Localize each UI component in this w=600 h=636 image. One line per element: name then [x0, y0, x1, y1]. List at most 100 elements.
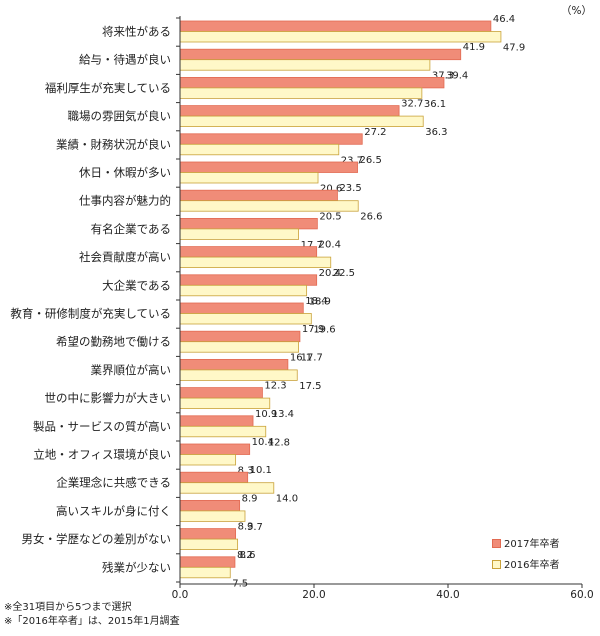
value-label-2017: 18.4	[305, 296, 327, 307]
category-label: 休日・休暇が多い	[79, 166, 171, 180]
category-label: 有名企業である	[91, 222, 171, 236]
bar-2016	[179, 172, 319, 184]
footnote-2: ※「2016年卒者」は、2015年1月調査	[4, 616, 180, 627]
value-label-2017: 23.5	[339, 183, 361, 194]
bar-2016	[179, 397, 271, 410]
x-tick-label: 60.0	[570, 589, 593, 601]
category-label: 将来性がある	[102, 25, 171, 39]
value-label-2016: 17.7	[301, 353, 323, 364]
legend-swatch-2017	[492, 539, 501, 548]
value-label-2016: 22.5	[333, 268, 355, 279]
unit-label: （%）	[561, 5, 592, 17]
value-label-2016: 20.6	[320, 184, 342, 195]
value-label-2016: 9.7	[247, 522, 263, 533]
value-label-2017: 41.9	[463, 42, 485, 53]
bar-2017	[179, 499, 241, 512]
value-label-2017: 39.4	[446, 70, 468, 81]
category-label: 残業が少ない	[102, 560, 171, 574]
bar-2017	[179, 77, 445, 89]
value-label-2017: 10.4	[252, 437, 274, 448]
value-label-2016: 26.6	[360, 212, 382, 223]
value-label-2016: 8.6	[240, 550, 256, 561]
footnote-1: ※全31項目から5つまで選択	[4, 602, 132, 613]
value-label-2017: 16.1	[290, 352, 312, 363]
bar-2016	[179, 454, 237, 466]
bar-2016	[179, 510, 246, 522]
value-label-2016: 23.7	[341, 155, 363, 166]
value-label-2016: 14.0	[276, 494, 298, 505]
bar-2017	[179, 246, 318, 258]
category-labels: 将来性がある給与・待遇が良い福利厚生が充実している職場の雰囲気が良い業績・財務状…	[10, 25, 171, 575]
category-label: 福利厚生が充実している	[45, 81, 171, 95]
bar-2016	[179, 59, 431, 71]
bar-2016	[179, 87, 423, 99]
value-label-2017: 46.4	[493, 14, 515, 25]
bar-2017	[179, 48, 462, 61]
value-label-2017: 8.2	[237, 550, 253, 561]
category-label: 社会貢献度が高い	[79, 250, 171, 264]
value-label-2017: 17.9	[302, 324, 324, 335]
legend-item-2017: 2017年卒者	[492, 535, 559, 550]
legend-label-2017: 2017年卒者	[504, 539, 560, 550]
value-label-2017: 10.9	[255, 409, 277, 420]
category-label: 男女・学歴などの差別がない	[22, 532, 172, 546]
bar-2017	[179, 528, 237, 540]
legend-item-2016: 2016年卒者	[492, 556, 559, 571]
bar-2017	[179, 443, 251, 455]
value-label-2016: 36.1	[424, 99, 446, 110]
bar-2016	[179, 200, 359, 212]
value-label-2017: 20.4	[319, 240, 341, 251]
bar-2016	[179, 313, 312, 325]
category-label: 業界順位が高い	[91, 363, 172, 377]
value-label-2017: 12.3	[264, 381, 286, 392]
value-label-2016: 12.8	[268, 437, 290, 448]
value-label-2017: 32.7	[401, 99, 423, 110]
value-label-2017: 27.2	[364, 127, 386, 138]
x-axis: 0.0 20.0 40.0 60.0	[172, 16, 594, 601]
bar-2017	[179, 161, 358, 173]
bar-2017	[179, 387, 263, 399]
bar-2017	[179, 358, 289, 371]
bar-2016	[179, 566, 231, 579]
x-tick-label: 40.0	[436, 589, 459, 601]
value-label-2017: 20.5	[319, 211, 341, 222]
value-label-2016: 19.6	[313, 325, 335, 336]
value-label-2017: 8.3	[238, 522, 254, 533]
bar-2016	[179, 256, 332, 269]
bar-2016	[179, 143, 340, 156]
value-label-2017: 20.4	[319, 268, 341, 279]
value-label-2017: 26.5	[360, 155, 382, 166]
category-label: 教育・研修制度が充実している	[10, 307, 171, 321]
category-label: 企業理念に共感できる	[56, 476, 171, 490]
category-label: 立地・オフィス環境が良い	[33, 448, 171, 462]
bar-2016	[179, 538, 239, 550]
bar-2017	[179, 20, 492, 32]
bars-group: 46.4 47.9 41.9 37.339.4 36.132.7 36.3 27.2 23.7…	[179, 14, 525, 589]
bar-2016	[179, 115, 424, 127]
bar-2017	[179, 556, 236, 568]
bar-2017	[179, 330, 301, 343]
category-label: 希望の勤務地で働ける	[56, 335, 171, 349]
x-tick-label: 0.0	[172, 589, 189, 601]
value-label-2017: 10.1	[250, 465, 272, 476]
value-label-2016: 17.7	[301, 240, 323, 251]
bar-2017	[179, 471, 249, 484]
value-label-2016: 8.3	[238, 466, 254, 477]
x-tick-label: 20.0	[302, 589, 325, 601]
category-label: 職場の雰囲気が良い	[68, 109, 172, 123]
bar-2017	[179, 133, 363, 145]
legend-label-2016: 2016年卒者	[504, 560, 560, 571]
bar-2016	[179, 369, 298, 381]
legend: 2017年卒者 2016年卒者	[492, 535, 559, 571]
value-label-2017: 8.9	[242, 493, 258, 504]
bar-2017	[179, 415, 254, 427]
bar-2016	[179, 425, 267, 438]
category-label: 給与・待遇が良い	[79, 53, 171, 67]
bar-2017	[179, 302, 304, 314]
value-label-2016: 36.3	[425, 127, 447, 138]
category-label: 世の中に影響力が大きい	[45, 391, 172, 405]
bar-2016	[179, 284, 308, 297]
value-label-2016: 47.9	[503, 43, 525, 54]
bar-2016	[179, 341, 299, 353]
